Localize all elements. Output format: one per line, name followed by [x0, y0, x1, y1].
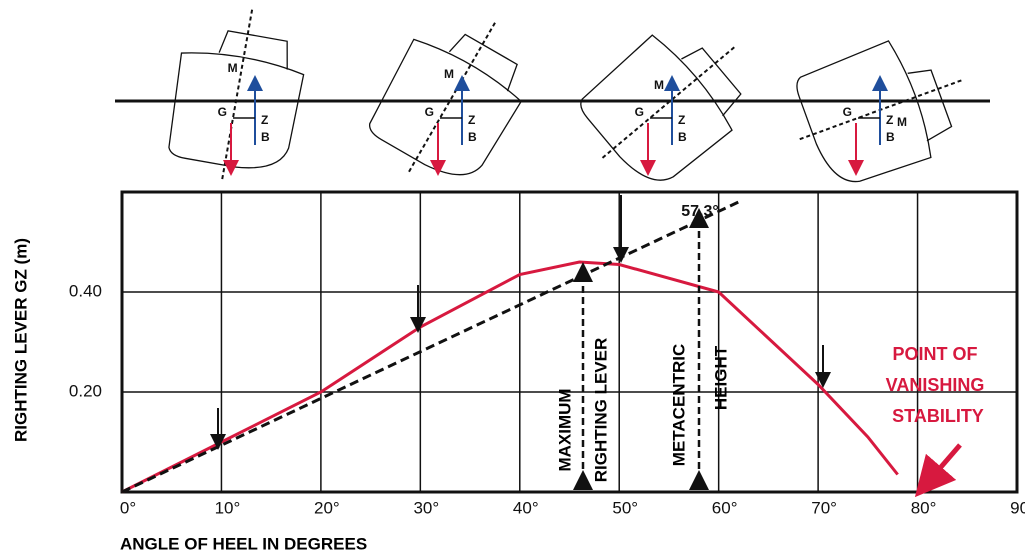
- ship-label: M: [897, 115, 907, 129]
- x-tick-label: 60°: [712, 498, 738, 517]
- hull: [792, 39, 937, 193]
- ship: [161, 0, 313, 190]
- ship-label: G: [218, 105, 227, 119]
- ship-label: Z: [886, 113, 893, 127]
- annotation: METACENTRIC: [669, 344, 688, 466]
- ship-label: Z: [468, 113, 475, 127]
- superstructure: [678, 44, 744, 116]
- ship-label: G: [843, 105, 852, 119]
- ship-label: B: [886, 130, 895, 144]
- x-tick-label: 80°: [911, 498, 937, 517]
- tangent-line: [122, 202, 739, 492]
- ship-label: B: [468, 130, 477, 144]
- ship: [563, 0, 774, 205]
- ship-label: B: [678, 130, 687, 144]
- annotation: VANISHING: [886, 375, 985, 395]
- x-tick-label: 40°: [513, 498, 539, 517]
- hull: [573, 31, 737, 196]
- ship-label: G: [425, 105, 434, 119]
- ship-label: M: [228, 61, 238, 75]
- ship-label: Z: [678, 113, 685, 127]
- centerline: [603, 47, 735, 158]
- x-tick-label: 0°: [120, 498, 136, 517]
- radian-label: 57.3°: [681, 203, 719, 220]
- x-tick-label: 70°: [811, 498, 837, 517]
- x-tick-label: 90°: [1010, 498, 1025, 517]
- superstructure: [903, 65, 953, 140]
- ship-label: G: [635, 105, 644, 119]
- y-tick-label: 0.40: [69, 281, 102, 300]
- vanishing-arrow: [928, 445, 960, 482]
- annotation: RIGHTING LEVER: [591, 338, 610, 483]
- x-tick-label: 50°: [612, 498, 638, 517]
- annotation: HEIGHT: [711, 345, 730, 410]
- ship-label: M: [444, 67, 454, 81]
- x-axis-title: ANGLE OF HEEL IN DEGREES: [120, 534, 367, 553]
- ship-label: M: [654, 78, 664, 92]
- annotation: STABILITY: [892, 406, 984, 426]
- chart: MGZBMGZBMGZBMGZB 0°10°20°30°40°50°60°70°…: [0, 0, 1025, 557]
- annotation: POINT OF: [893, 344, 978, 364]
- y-axis-title: RIGHTING LEVER GZ (m): [11, 238, 30, 442]
- plot: 0° 10° 20° 30° 40° 50° 60° 70° 80° 90° 0.20 0.40: [69, 192, 1025, 517]
- centerline: [409, 23, 495, 172]
- x-tick-label: 30°: [413, 498, 439, 517]
- annotation: MAXIMUM: [555, 388, 574, 471]
- x-tick-label: 10°: [215, 498, 241, 517]
- ship-label: B: [261, 130, 270, 144]
- y-tick-label: 0.20: [69, 381, 102, 400]
- ship-label: Z: [261, 113, 268, 127]
- hull: [362, 34, 524, 191]
- x-tick-label: 20°: [314, 498, 340, 517]
- gz-curve: [122, 262, 898, 492]
